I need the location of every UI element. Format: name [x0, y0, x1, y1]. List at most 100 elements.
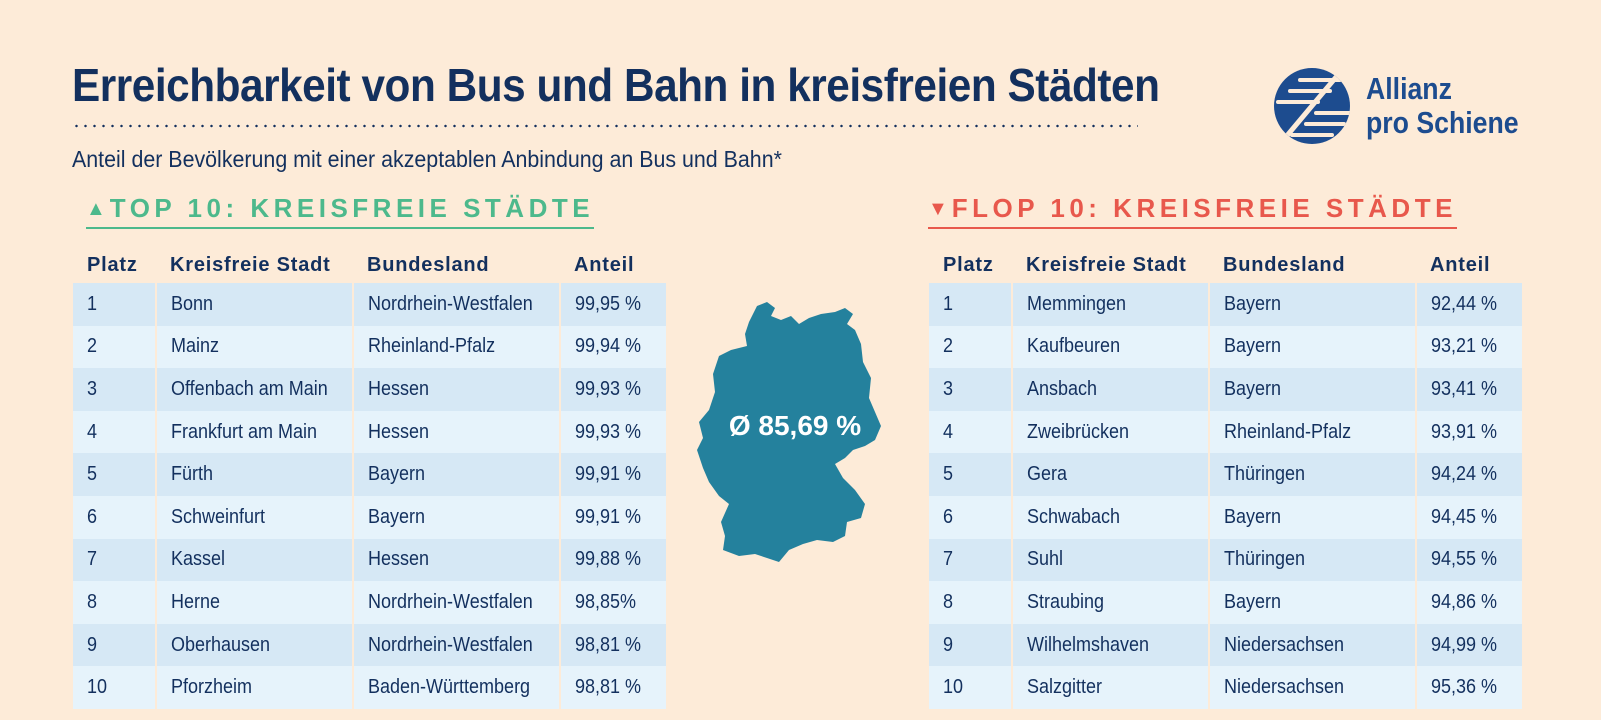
flop-10-heading-text: FLOP 10: KREISFREIE STÄDTE	[951, 193, 1457, 223]
table-header-row: Platz Kreisfreie Stadt Bundesland Anteil	[73, 247, 666, 283]
state-cell: Bayern	[1208, 495, 1416, 539]
state-cell: Thüringen	[1208, 453, 1416, 496]
share-cell: 94,99 %	[1415, 623, 1522, 667]
share-cell: 93,41 %	[1415, 368, 1522, 411]
table-row: 9 Oberhausen Nordrhein-Westfalen 98,81 %	[73, 623, 666, 667]
city-cell: Oberhausen	[155, 623, 353, 667]
city-cell: Kassel	[155, 538, 353, 582]
state-cell: Bayern	[1208, 581, 1416, 624]
table-row: 1 Bonn Nordrhein-Westfalen 99,95 %	[73, 283, 666, 326]
table-row: 5 Gera Thüringen 94,24 %	[929, 453, 1522, 496]
city-cell: Straubing	[1011, 581, 1209, 624]
city-cell: Pforzheim	[155, 666, 353, 709]
share-cell: 99,91 %	[559, 453, 666, 496]
logo: Allianz pro Schiene	[1272, 66, 1562, 146]
share-cell: 99,93 %	[559, 368, 666, 411]
table-row: 9 Wilhelmshaven Niedersachsen 94,99 %	[929, 623, 1522, 667]
state-cell: Nordrhein-Westfalen	[352, 283, 560, 326]
arrow-down-icon: ▼	[928, 198, 948, 220]
flop-10-heading: ▼ FLOP 10: KREISFREIE STÄDTE	[928, 193, 1457, 229]
table-row: 2 Mainz Rheinland-Pfalz 99,94 %	[73, 325, 666, 369]
share-cell: 93,21 %	[1415, 325, 1522, 369]
header-share: Anteil	[1430, 253, 1491, 276]
allianz-pro-schiene-logo-icon	[1274, 68, 1350, 144]
header-share: Anteil	[574, 253, 635, 276]
dotted-divider	[72, 124, 1138, 128]
germany-map-icon	[697, 302, 881, 562]
share-cell: 93,91 %	[1415, 410, 1522, 454]
rank-cell: 6	[929, 495, 1012, 539]
header-state: Bundesland	[367, 253, 490, 276]
table-row: 7 Kassel Hessen 99,88 %	[73, 538, 666, 582]
share-cell: 95,36 %	[1415, 666, 1522, 709]
rank-cell: 9	[73, 623, 156, 667]
city-cell: Salzgitter	[1011, 666, 1209, 709]
rank-cell: 10	[73, 666, 156, 709]
state-cell: Bayern	[1208, 283, 1416, 326]
city-cell: Schwabach	[1011, 495, 1209, 539]
header-rank: Platz	[87, 253, 138, 276]
state-cell: Nordrhein-Westfalen	[352, 581, 560, 624]
rank-cell: 7	[73, 538, 156, 582]
rank-cell: 6	[73, 495, 156, 539]
table-row: 8 Straubing Bayern 94,86 %	[929, 581, 1522, 624]
table-row: 6 Schweinfurt Bayern 99,91 %	[73, 495, 666, 539]
share-cell: 94,86 %	[1415, 581, 1522, 624]
city-cell: Mainz	[155, 325, 353, 369]
average-label: Ø 85,69 %	[728, 410, 862, 441]
rank-cell: 4	[73, 410, 156, 454]
table-row: 10 Pforzheim Baden-Württemberg 98,81 %	[73, 666, 666, 709]
state-cell: Bayern	[352, 453, 560, 496]
header-state: Bundesland	[1223, 253, 1346, 276]
city-cell: Zweibrücken	[1011, 410, 1209, 454]
rank-cell: 10	[929, 666, 1012, 709]
rank-cell: 8	[929, 581, 1012, 624]
state-cell: Baden-Württemberg	[352, 666, 560, 709]
state-cell: Niedersachsen	[1208, 666, 1416, 709]
rank-cell: 1	[73, 283, 156, 326]
table-row: 2 Kaufbeuren Bayern 93,21 %	[929, 325, 1522, 369]
city-cell: Kaufbeuren	[1011, 325, 1209, 369]
page-title: Erreichbarkeit von Bus und Bahn in kreis…	[72, 59, 1160, 111]
share-cell: 99,88 %	[559, 538, 666, 582]
rank-cell: 9	[929, 623, 1012, 667]
state-cell: Rheinland-Pfalz	[352, 325, 560, 369]
share-cell: 94,55 %	[1415, 538, 1522, 582]
city-cell: Ansbach	[1011, 368, 1209, 411]
share-cell: 92,44 %	[1415, 283, 1522, 326]
table-row: 6 Schwabach Bayern 94,45 %	[929, 495, 1522, 539]
share-cell: 99,93 %	[559, 410, 666, 454]
city-cell: Bonn	[155, 283, 353, 326]
share-cell: 98,81 %	[559, 666, 666, 709]
page-subtitle: Anteil der Bevölkerung mit einer akzepta…	[72, 146, 782, 172]
city-cell: Gera	[1011, 453, 1209, 496]
table-header-row: Platz Kreisfreie Stadt Bundesland Anteil	[929, 247, 1522, 283]
top-10-heading: ▲ TOP 10: KREISFREIE STÄDTE	[86, 193, 595, 229]
city-cell: Offenbach am Main	[155, 368, 353, 411]
rank-cell: 2	[73, 325, 156, 369]
rank-cell: 4	[929, 410, 1012, 454]
rank-cell: 5	[73, 453, 156, 496]
table-row: 1 Memmingen Bayern 92,44 %	[929, 283, 1522, 326]
rank-cell: 3	[929, 368, 1012, 411]
rank-cell: 5	[929, 453, 1012, 496]
top-10-table: Platz Kreisfreie Stadt Bundesland Anteil…	[73, 247, 666, 709]
city-cell: Fürth	[155, 453, 353, 496]
share-cell: 94,24 %	[1415, 453, 1522, 496]
table-row: 4 Zweibrücken Rheinland-Pfalz 93,91 %	[929, 410, 1522, 454]
city-cell: Frankfurt am Main	[155, 410, 353, 454]
arrow-up-icon: ▲	[86, 198, 106, 220]
state-cell: Hessen	[352, 538, 560, 582]
logo-line-2: pro Schiene	[1366, 105, 1519, 140]
table-row: 4 Frankfurt am Main Hessen 99,93 %	[73, 410, 666, 454]
rank-cell: 8	[73, 581, 156, 624]
table-row: 7 Suhl Thüringen 94,55 %	[929, 538, 1522, 582]
state-cell: Niedersachsen	[1208, 623, 1416, 667]
table-row: 10 Salzgitter Niedersachsen 95,36 %	[929, 666, 1522, 709]
share-cell: 98,81 %	[559, 623, 666, 667]
state-cell: Hessen	[352, 410, 560, 454]
table-row: 5 Fürth Bayern 99,91 %	[73, 453, 666, 496]
state-cell: Bayern	[352, 495, 560, 539]
city-cell: Suhl	[1011, 538, 1209, 582]
rank-cell: 2	[929, 325, 1012, 369]
